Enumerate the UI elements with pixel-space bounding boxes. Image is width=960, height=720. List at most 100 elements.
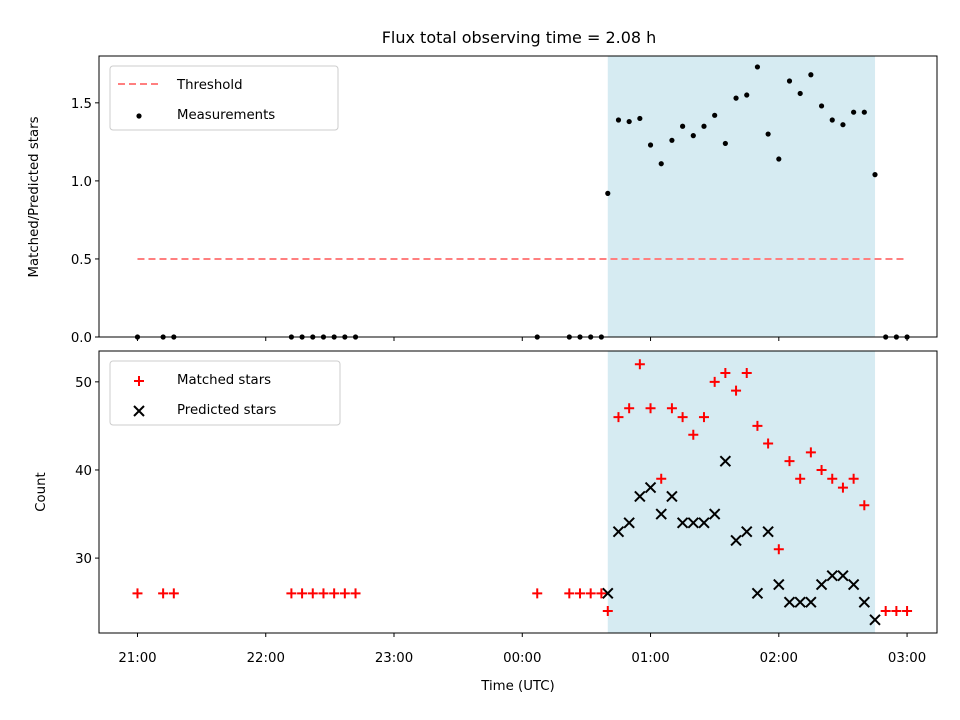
predicted-star-point: [730, 534, 742, 547]
matched-star-point: [339, 588, 350, 599]
predicted-star-point: [869, 614, 881, 626]
measurement-point: [712, 112, 718, 118]
y-tick-label: 30: [75, 552, 92, 567]
x-tick-label: 03:00: [888, 651, 926, 666]
predicted-star-point: [602, 587, 614, 600]
matched-star-point: [318, 588, 329, 599]
legend-box: [109, 65, 339, 131]
measurement-point: [690, 133, 696, 139]
matched-star-point: [902, 605, 913, 616]
x-tick-label: 23:00: [375, 651, 413, 666]
predicted-star-point: [676, 517, 689, 529]
top-y-axis-label: Matched/Predicted stars: [27, 116, 42, 277]
matched-star-point: [132, 588, 143, 599]
matched-star-point: [880, 605, 891, 616]
measurement-point: [626, 118, 632, 125]
matched-star-point: [763, 438, 774, 449]
measurement-point: [797, 90, 803, 97]
legend-label: Predicted stars: [177, 403, 276, 418]
matched-star-point: [585, 588, 596, 599]
matched-star-point: [859, 500, 870, 511]
y-tick-label: 50: [75, 376, 92, 391]
measurement-point: [851, 109, 857, 115]
measurement-point: [861, 109, 867, 115]
matched-star-point: [574, 588, 585, 599]
predicted-star-point: [655, 508, 667, 520]
predicted-star-point: [687, 517, 700, 529]
x-tick-label: 02:00: [760, 651, 798, 666]
predicted-star-point: [751, 587, 764, 600]
bottom-panel: 30 40 50 21:00 22:00 23:00 00:00 01:00 02:00 03:…: [34, 350, 938, 666]
predicted-star-point: [762, 525, 774, 538]
legend-marker-swatch: [133, 405, 145, 417]
predicted-star-point: [847, 578, 860, 591]
x-tick-label: 21:00: [118, 651, 156, 666]
matched-star-point: [698, 412, 709, 423]
matched-star-point: [741, 368, 752, 379]
y-tick-label: 1.5: [71, 97, 92, 112]
matched-star-point: [168, 588, 179, 599]
matched-star-point: [297, 588, 308, 599]
legend-marker-swatch: [134, 376, 144, 386]
predicted-star-point: [708, 508, 721, 520]
matched-star-point: [532, 588, 543, 599]
predicted-star-point: [666, 490, 678, 503]
legend-label: Measurements: [177, 108, 275, 123]
legend-box: [109, 360, 341, 426]
y-tick-label: 1.0: [71, 175, 92, 190]
matched-star-point: [624, 403, 635, 414]
matched-star-point: [848, 473, 859, 484]
legend-marker-swatch: [136, 113, 142, 119]
matched-star-point: [596, 588, 607, 599]
matched-star-point: [564, 588, 575, 599]
y-tick-label: 0.0: [71, 331, 92, 346]
top-legend: Threshold Measurements: [109, 65, 339, 131]
top-plot-frame: [98, 55, 938, 338]
matched-star-point: [158, 588, 169, 599]
measurement-point: [818, 103, 825, 109]
measurement-point: [647, 142, 654, 148]
predicted-star-point: [805, 596, 817, 608]
matched-star-point: [329, 588, 340, 599]
predicted-star-point: [826, 570, 838, 582]
matched-star-point: [286, 588, 297, 599]
predicted-star-point: [741, 525, 753, 538]
bottom-y-axis-label: Count: [34, 472, 49, 512]
measurement-point: [701, 123, 707, 129]
measurement-point: [786, 78, 793, 84]
measurement-point: [754, 64, 761, 70]
matched-star-point: [613, 412, 624, 423]
measurement-point: [669, 137, 675, 143]
matched-star-point: [634, 359, 645, 370]
measurement-point: [744, 92, 750, 98]
matched-star-point: [677, 412, 688, 423]
matched-star-point: [837, 482, 848, 493]
matched-star-point: [666, 403, 677, 414]
matched-star-point: [827, 473, 838, 484]
predicted-star-point: [634, 490, 646, 503]
measurement-point: [872, 172, 878, 178]
legend-label: Threshold: [176, 78, 243, 93]
measurement-point: [605, 190, 611, 196]
matched-star-point: [602, 605, 613, 616]
predicted-star-point: [719, 455, 732, 467]
predicted-star-point: [698, 517, 710, 529]
x-tick-label: 22:00: [247, 651, 285, 666]
matched-star-point: [773, 544, 784, 555]
y-tick-label: 0.5: [71, 253, 92, 268]
bottom-legend: Matched stars Predicted stars: [109, 360, 341, 426]
measurement-point: [733, 95, 739, 101]
measurement-point: [722, 140, 728, 147]
predicted-star-point: [783, 596, 796, 608]
predicted-star-point: [858, 596, 871, 608]
measurement-point: [658, 161, 664, 167]
predicted-star-point: [773, 578, 785, 591]
matched-star-point: [645, 403, 656, 414]
top-shaded-interval: [607, 56, 876, 337]
matched-star-point: [752, 420, 763, 431]
matched-star-point: [784, 456, 795, 467]
predicted-star-point: [623, 517, 635, 529]
legend-label: Matched stars: [177, 373, 271, 388]
measurement-point: [615, 117, 622, 123]
